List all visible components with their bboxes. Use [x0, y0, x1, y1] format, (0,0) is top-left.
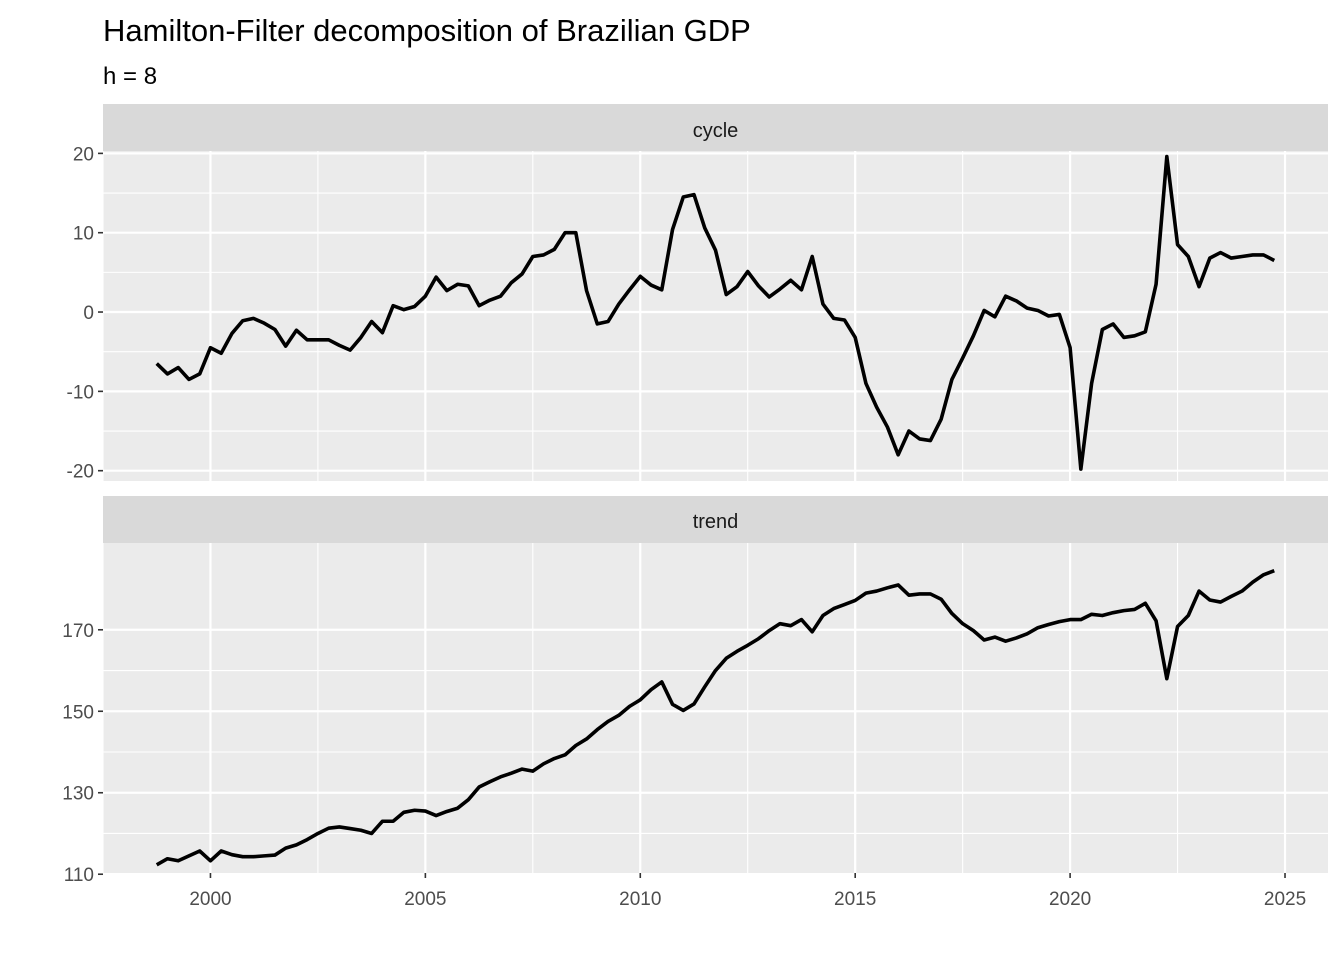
strip-label-cycle: cycle — [693, 120, 739, 142]
x-tick-label: 2025 — [1264, 889, 1306, 910]
y-tick-label: 170 — [62, 621, 94, 642]
y-tick-label: 110 — [64, 865, 94, 886]
y-tick-label: 130 — [62, 784, 94, 805]
panel-cycle: cycle -20 -10 0 10 20 — [67, 104, 1328, 483]
panel-trend: trend 110 130 150 170 — [62, 496, 1328, 886]
strip-label-trend: trend — [693, 511, 739, 533]
y-tick-label: 150 — [62, 702, 94, 723]
y-tick-label: -10 — [67, 382, 94, 403]
y-tick-label: 0 — [83, 303, 94, 324]
series-line-cycle — [155, 154, 1276, 471]
x-tick-label: 2020 — [1049, 889, 1091, 910]
x-axis: 2000 2005 2010 2015 2020 2025 — [189, 873, 1306, 910]
y-axis-trend: 110 130 150 170 — [62, 621, 103, 886]
plot-area-cycle — [103, 151, 1328, 481]
chart-title: Hamilton-Filter decomposition of Brazili… — [103, 13, 751, 48]
series-line-trend — [155, 569, 1275, 867]
chart-subtitle: h = 8 — [103, 63, 157, 90]
grid-cycle — [102, 151, 1328, 481]
y-tick-label: 20 — [73, 144, 94, 165]
y-tick-label: -20 — [67, 462, 94, 483]
strip-trend — [103, 496, 1328, 543]
y-tick-label: 10 — [73, 224, 94, 245]
strip-cycle — [103, 104, 1328, 151]
x-tick-label: 2000 — [189, 889, 231, 910]
grid-trend — [102, 543, 1328, 876]
plot-area-trend — [103, 543, 1328, 873]
x-tick-label: 2015 — [834, 889, 876, 910]
x-tick-label: 2010 — [619, 889, 661, 910]
y-axis-cycle: -20 -10 0 10 20 — [67, 144, 103, 483]
x-tick-label: 2005 — [404, 889, 446, 910]
